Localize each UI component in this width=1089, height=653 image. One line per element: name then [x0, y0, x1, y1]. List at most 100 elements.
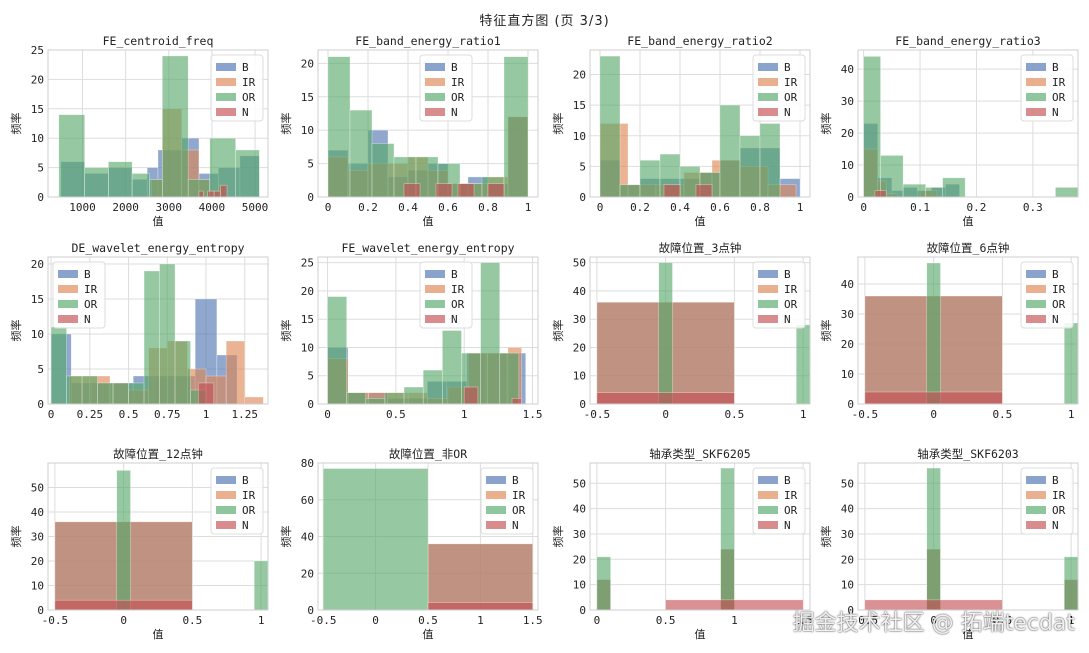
bar-N: [220, 184, 228, 197]
legend-box: [1020, 467, 1074, 535]
y-axis-label: 频率: [9, 113, 23, 135]
bar-IR: [427, 543, 534, 610]
x-tick-label: 0.8: [478, 201, 498, 214]
subplot-6: 0 5 10 15 20 25 0 0.5 1 1.5 FE_wavelet_energy_entr…: [279, 241, 542, 421]
x-tick-label: 1: [203, 408, 210, 421]
legend-label-N: N: [1052, 519, 1059, 532]
subplot-11: 0 10 20 30 40 50 0 0.5 1 1.5 轴承类型_SKF6205 频率值 B IR OR N: [551, 447, 813, 641]
legend-label-IR: IR: [512, 489, 526, 502]
legend-label-B: B: [242, 474, 249, 487]
bars: [327, 262, 527, 404]
bar-OR: [863, 56, 881, 197]
y-axis-label: 频率: [819, 113, 833, 135]
legend-swatch-N: [758, 521, 778, 529]
bar-OR: [174, 340, 191, 404]
legend-label-N: N: [242, 519, 249, 532]
legend-swatch-IR: [486, 491, 506, 499]
x-axis-label: 值: [695, 628, 706, 641]
subplot-4: 0 10 20 30 40 0 0.1 0.2 0.3 FE_band_energy_ratio3…: [819, 34, 1079, 228]
bar-OR: [739, 135, 761, 197]
legend-box: [752, 261, 806, 329]
y-tick-label: 60: [301, 494, 314, 507]
bar-OR: [84, 167, 109, 197]
bar-IR: [225, 340, 246, 404]
x-tick-label: 0.3: [1023, 201, 1043, 214]
x-tick-label: 3000: [156, 201, 183, 214]
bar-OR: [108, 161, 133, 197]
x-axis-label: 值: [423, 628, 434, 641]
y-tick-label: 10: [573, 579, 586, 592]
y-tick-label: 0: [579, 398, 586, 411]
bar-OR: [599, 55, 621, 197]
legend-swatch-B: [1026, 63, 1046, 71]
y-tick-label: 20: [841, 127, 854, 140]
y-tick-label: 25: [31, 44, 44, 57]
bar-OR: [503, 56, 529, 197]
bars: [327, 56, 529, 197]
bar-OR: [159, 263, 176, 404]
bar-OR: [1055, 187, 1078, 197]
bar-OR: [365, 398, 386, 404]
subplot-title: 轴承类型_SKF6205: [649, 447, 750, 461]
plot-frame: [317, 49, 539, 198]
x-tick-label: 0.2: [358, 201, 378, 214]
y-tick-label: 40: [573, 285, 586, 298]
legend-label-IR: IR: [451, 283, 465, 296]
legend-box: [52, 261, 106, 329]
legend-label-IR: IR: [242, 76, 256, 89]
legend-swatch-IR: [216, 491, 236, 499]
x-axis-label: 值: [963, 215, 974, 228]
bar-OR: [926, 262, 941, 404]
y-tick-label: 10: [301, 124, 314, 137]
bar-OR: [327, 56, 351, 197]
y-tick-label: 50: [841, 477, 854, 490]
bar-N: [403, 183, 421, 197]
legend-swatch-OR: [216, 93, 236, 101]
x-tick-label: -0.5: [852, 614, 879, 627]
bar-N: [427, 602, 534, 610]
legend-swatch-N: [758, 108, 778, 116]
bar-OR: [349, 109, 373, 197]
plot-frame: [857, 462, 1079, 611]
y-tick-label: 40: [841, 503, 854, 516]
bar-N: [197, 382, 215, 404]
y-axis-label: 频率: [279, 526, 293, 548]
bar-N: [874, 190, 887, 197]
legend-label-OR: OR: [242, 91, 256, 104]
bar-OR: [619, 184, 641, 197]
legend: B IR OR N: [1020, 467, 1074, 535]
x-tick-label: 0.2: [967, 201, 987, 214]
bars: [864, 467, 1078, 610]
plot-frame: [857, 256, 1079, 405]
plot-frame: [317, 256, 539, 405]
legend-swatch-IR: [758, 78, 778, 86]
y-tick-label: 10: [841, 368, 854, 381]
legend-label-IR: IR: [784, 76, 798, 89]
legend-swatch-N: [758, 315, 778, 323]
x-tick-label: 0.8: [750, 201, 770, 214]
y-tick-label: 20: [31, 555, 44, 568]
bar-OR: [253, 560, 268, 610]
legend-label-OR: OR: [1052, 298, 1066, 311]
x-axis-label: 值: [963, 628, 974, 641]
x-tick-label: 0.25: [77, 408, 104, 421]
x-tick-label: 0.1: [910, 201, 930, 214]
y-axis-label: 频率: [9, 320, 23, 342]
legend-label-B: B: [1052, 474, 1059, 487]
bar-OR: [942, 177, 966, 197]
legend-swatch-B: [758, 476, 778, 484]
y-tick-label: 20: [573, 341, 586, 354]
bars: [322, 468, 534, 610]
y-tick-label: 5: [307, 158, 314, 171]
legend-label-B: B: [784, 61, 791, 74]
legend-label-B: B: [1052, 268, 1059, 281]
legend-swatch-IR: [1026, 491, 1046, 499]
x-tick-label: 1.25: [232, 408, 259, 421]
legend-swatch-B: [216, 63, 236, 71]
x-tick-label: 1000: [69, 201, 96, 214]
x-tick-label: 1: [1068, 614, 1075, 627]
x-tick-label: 4000: [199, 201, 226, 214]
bars: [50, 263, 264, 404]
y-axis-label: 频率: [551, 113, 565, 135]
legend-swatch-OR: [1026, 300, 1046, 308]
